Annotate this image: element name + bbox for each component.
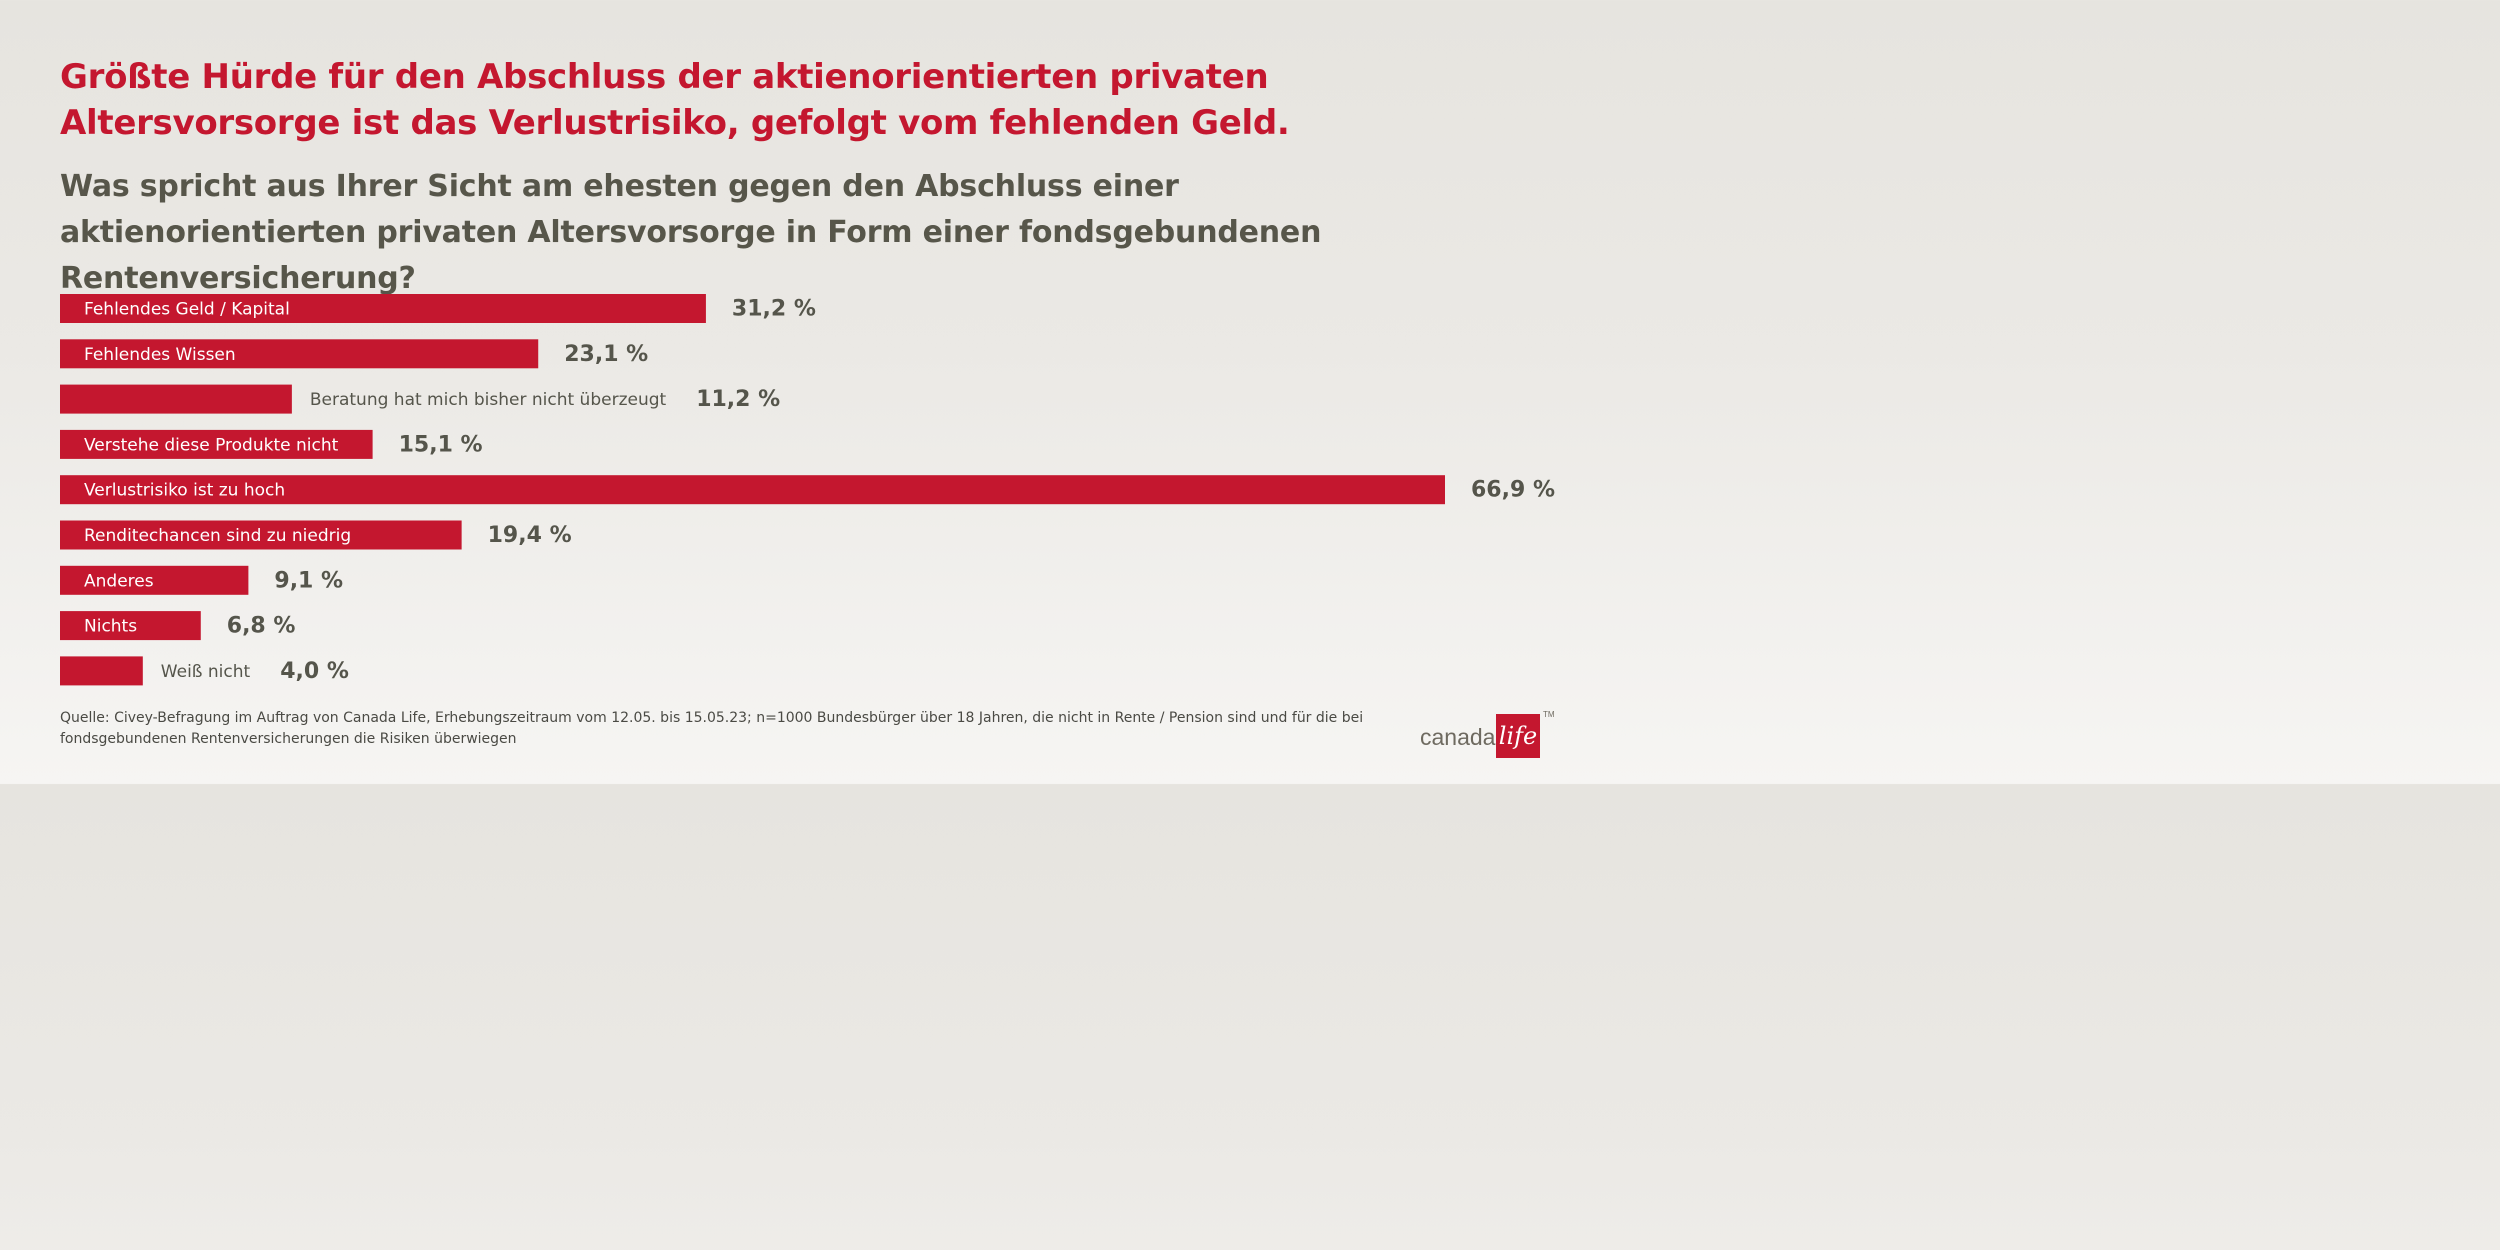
canada-life-logo: canada life TM: [1420, 710, 1560, 760]
category-label: Beratung hat mich bisher nicht überzeugt: [310, 390, 667, 410]
bar: [60, 565, 249, 595]
category-label: Fehlendes Geld / Kapital: [84, 300, 290, 320]
category-label: Fehlendes Wissen: [84, 345, 236, 365]
category-label: Renditechancen sind zu niedrig: [84, 526, 351, 546]
bar: [60, 520, 462, 550]
survey-question: Was spricht aus Ihrer Sicht am ehesten g…: [60, 169, 1322, 296]
value-label: 15,1 %: [399, 432, 483, 457]
bar: [60, 294, 706, 323]
category-label: Weiß nicht: [161, 662, 251, 682]
bar-chart: Fehlendes Geld / Kapital 31,2 % Fehlendes …: [60, 294, 1555, 686]
value-label: 9,1 %: [274, 568, 343, 593]
value-label: 19,4 %: [488, 523, 572, 548]
value-label: 31,2 %: [732, 297, 816, 322]
bar: [60, 475, 1445, 505]
source-note: Quelle: Civey-Befragung im Auftrag von C…: [60, 710, 1364, 747]
value-label: 66,9 %: [1471, 478, 1555, 503]
value-label: 6,8 %: [227, 614, 296, 639]
bar: [60, 384, 292, 414]
category-label: Anderes: [84, 571, 154, 591]
value-label: 11,2 %: [696, 387, 780, 412]
category-label: Verlustrisiko ist zu hoch: [84, 481, 285, 501]
bar: [60, 611, 201, 641]
bar: [60, 429, 373, 459]
logo-mark: life: [1496, 714, 1540, 758]
logo-trademark: TM: [1543, 710, 1555, 719]
value-label: 4,0 %: [280, 659, 349, 684]
category-label: Nichts: [84, 617, 137, 637]
bar: [60, 339, 539, 369]
logo-wordmark: canada: [1420, 724, 1496, 750]
bar: [60, 656, 143, 686]
headline: Größte Hürde für den Abschluss der aktie…: [60, 57, 1290, 143]
category-label: Verstehe diese Produkte nicht: [84, 435, 339, 455]
value-label: 23,1 %: [564, 342, 648, 367]
